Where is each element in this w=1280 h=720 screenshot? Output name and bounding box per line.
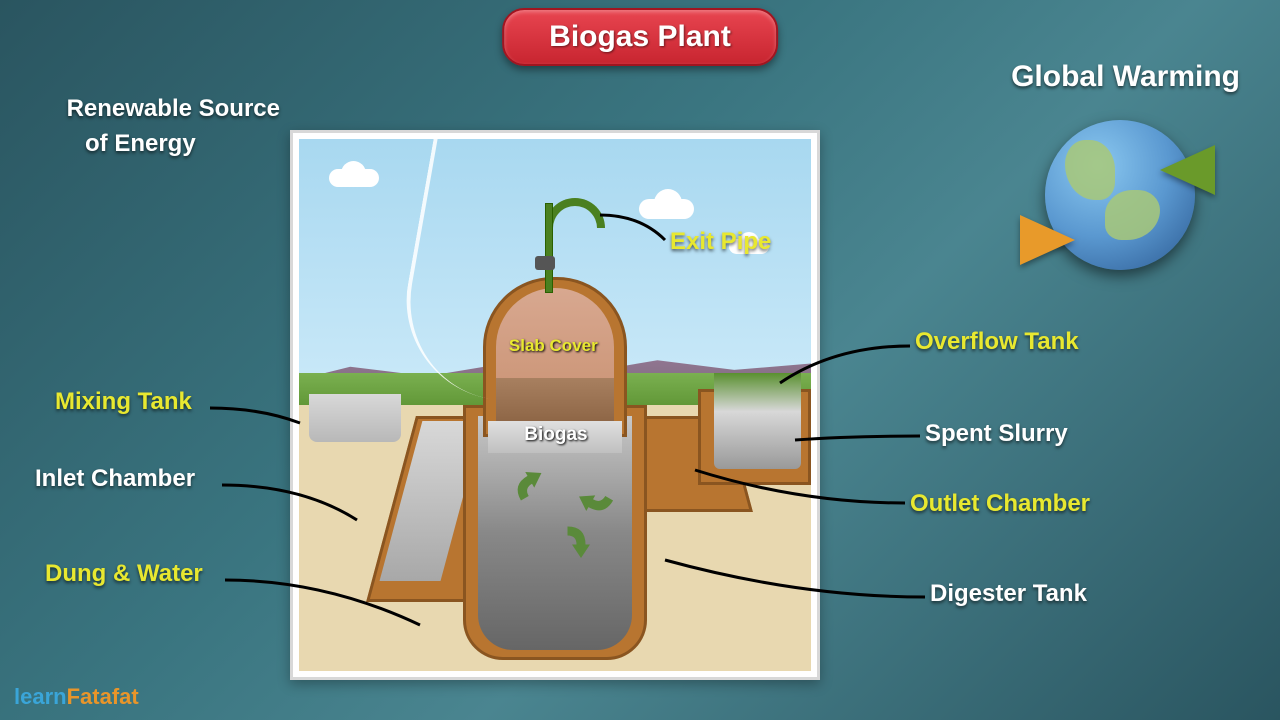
leader-line — [660, 555, 930, 605]
dung-water-label: Dung & Water — [45, 560, 203, 588]
arrow-orange-icon — [1020, 215, 1075, 265]
renewable-label-2: of Energy — [85, 130, 196, 158]
leader-line — [790, 428, 925, 448]
slab-cover-label: Slab Cover — [509, 336, 598, 356]
leader-line — [775, 338, 915, 388]
cloud-icon — [329, 169, 379, 187]
leader-line — [600, 210, 670, 250]
leader-line — [225, 570, 425, 630]
spent-slurry-label: Spent Slurry — [925, 420, 1068, 448]
logo-part2: Fatafat — [67, 684, 139, 709]
renewable-label: Renewable Source — [35, 95, 280, 123]
title-banner: Biogas Plant — [502, 8, 778, 66]
arrow-green-icon — [1160, 145, 1215, 195]
leader-line — [690, 465, 910, 510]
logo: learnFatafat — [14, 684, 139, 710]
title-text: Biogas Plant — [549, 20, 731, 53]
outlet-chamber-label: Outlet Chamber — [910, 490, 1090, 518]
sidebar-title: Global Warming — [1011, 60, 1240, 94]
globe-icon — [1045, 120, 1195, 270]
logo-part1: learn — [14, 684, 67, 709]
inlet-chamber-label: Inlet Chamber — [35, 465, 195, 493]
mixing-tank-label: Mixing Tank — [55, 388, 192, 416]
biogas-label: Biogas — [524, 424, 587, 446]
globe-graphic — [1030, 105, 1210, 285]
exit-pipe-label: Exit Pipe — [670, 228, 771, 256]
overflow-tank-label: Overflow Tank — [915, 328, 1079, 356]
leader-line — [222, 475, 362, 525]
recycle-arrow-icon — [545, 522, 590, 567]
digester-tank-label: Digester Tank — [930, 580, 1087, 608]
leader-line — [210, 398, 305, 428]
